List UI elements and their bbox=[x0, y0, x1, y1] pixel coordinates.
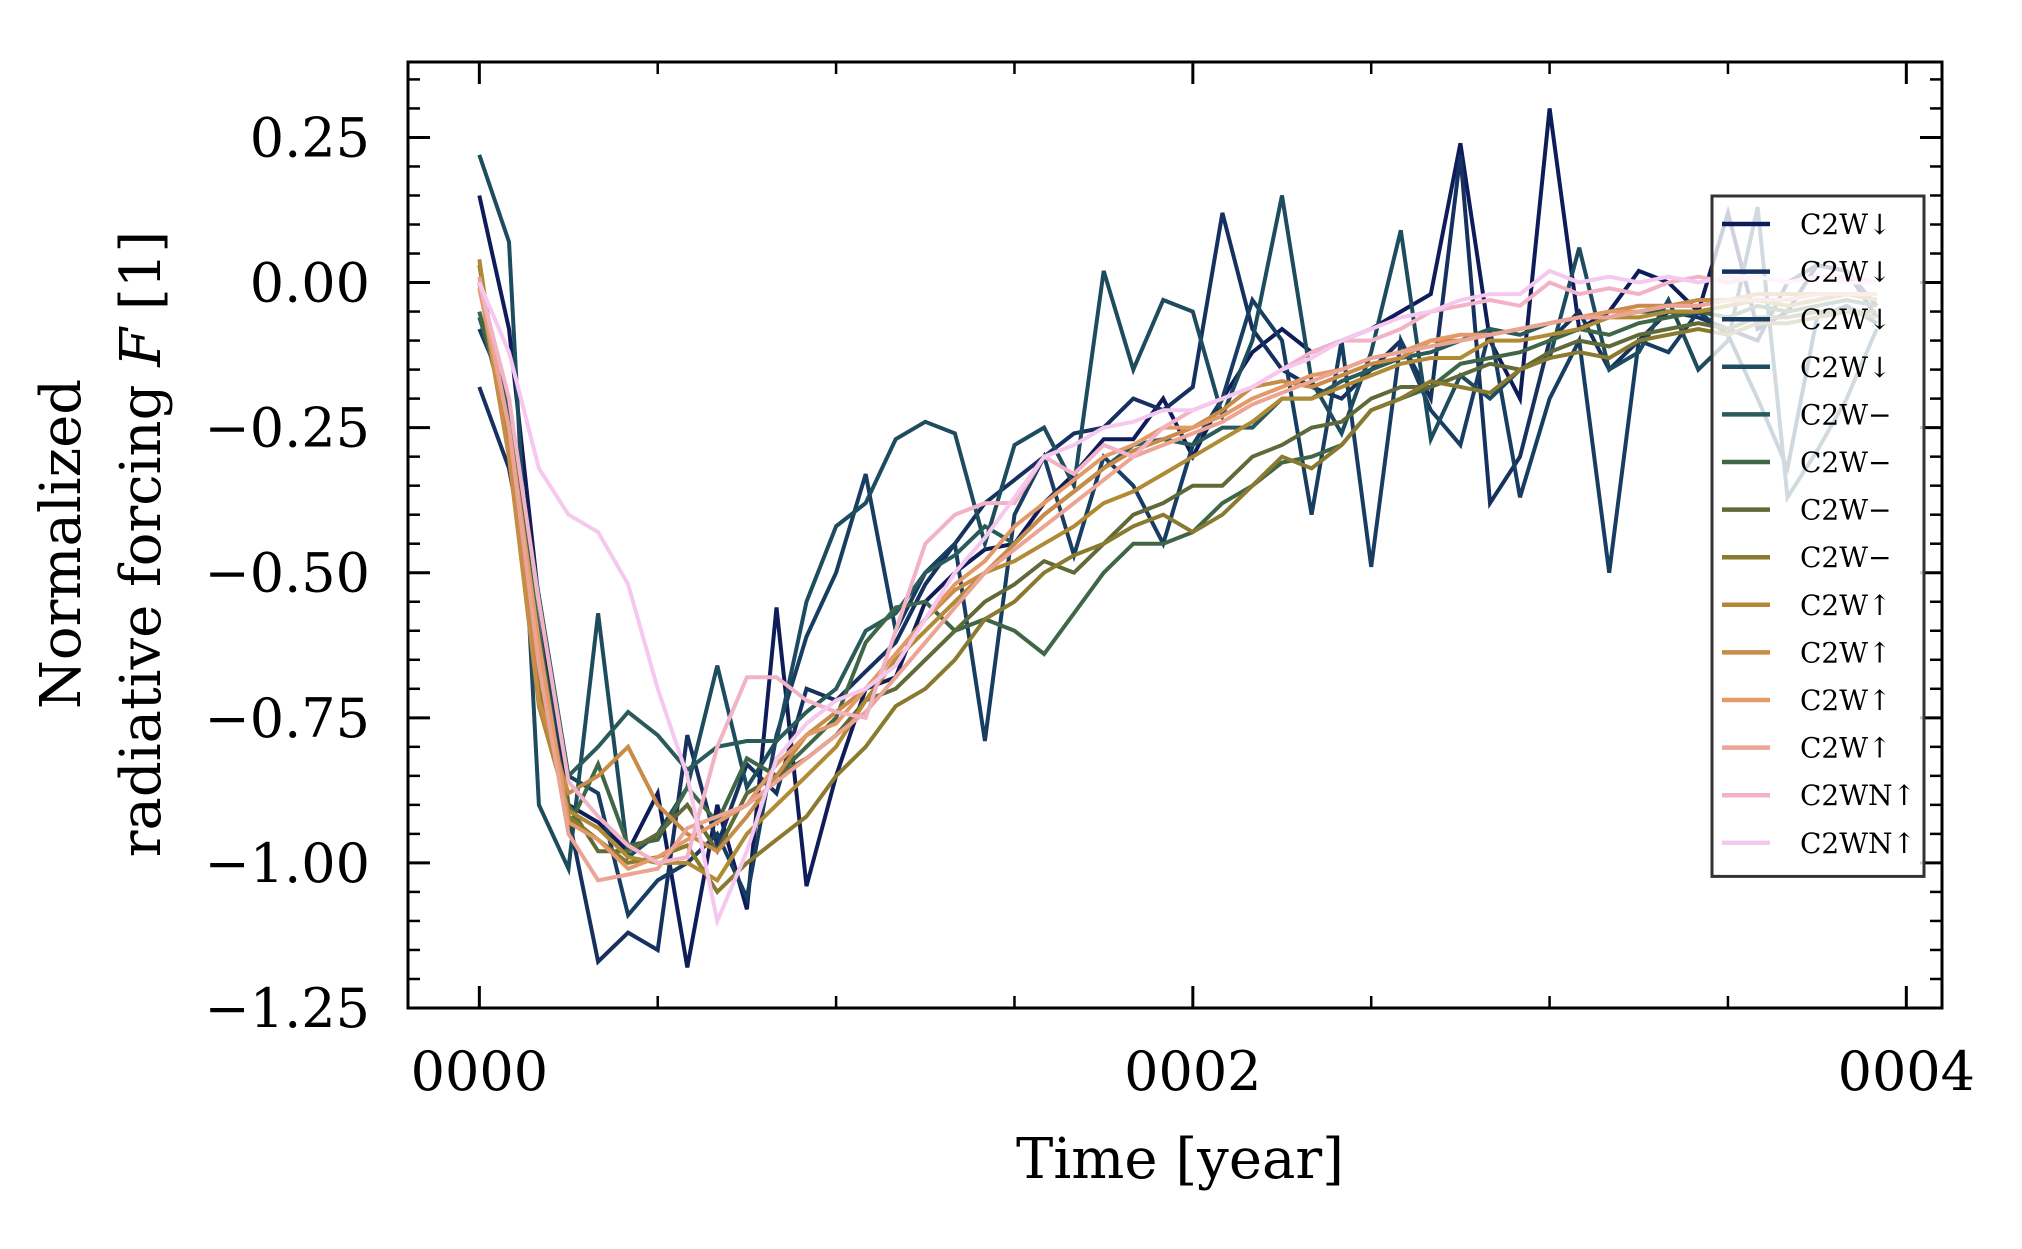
y-tick-label: −0.75 bbox=[205, 687, 370, 750]
series-line bbox=[477, 276, 1877, 883]
plot-frame bbox=[406, 60, 1944, 1010]
y-tick-label: −1.00 bbox=[205, 832, 370, 895]
y-tick-label: −0.25 bbox=[205, 397, 370, 460]
x-tick-label: 0004 bbox=[1838, 1040, 1975, 1103]
series-line bbox=[477, 154, 1879, 876]
legend-label: C2W↑ bbox=[1800, 589, 1891, 622]
series-line bbox=[477, 268, 1877, 928]
series-line bbox=[477, 264, 1878, 896]
legend-label: C2W↓ bbox=[1800, 208, 1891, 241]
y-axis-label-unit: [1] bbox=[109, 231, 174, 328]
x-tick-label: 0000 bbox=[411, 1040, 548, 1103]
y-axis-label-line1: Normalized bbox=[29, 379, 94, 709]
y-axis-label-symbol: F bbox=[109, 326, 174, 368]
series-line bbox=[477, 297, 1878, 848]
series-line bbox=[477, 292, 1878, 781]
legend-label: C2W↑ bbox=[1800, 684, 1891, 717]
legend-label: C2WN↑ bbox=[1800, 827, 1916, 860]
series-line bbox=[477, 295, 1878, 920]
series-line bbox=[477, 274, 1878, 866]
legend-label: C2W↑ bbox=[1800, 732, 1891, 765]
series-line bbox=[477, 282, 1877, 856]
x-tick-label: 0002 bbox=[1124, 1040, 1261, 1103]
legend-label: C2W↓ bbox=[1800, 351, 1891, 384]
y-tick-label: −0.50 bbox=[205, 542, 370, 605]
series-line bbox=[477, 259, 1878, 883]
legend-label: C2W− bbox=[1800, 494, 1891, 527]
series-line bbox=[477, 282, 1877, 854]
y-tick-label: 0.00 bbox=[250, 252, 370, 315]
y-tick-label: 0.25 bbox=[250, 106, 370, 169]
legend-label: C2W− bbox=[1800, 398, 1891, 431]
x-axis-label: Time [year] bbox=[1016, 1127, 1344, 1192]
legend-label: C2W↓ bbox=[1800, 256, 1891, 289]
legend-label: C2WN↑ bbox=[1800, 779, 1916, 812]
y-axis-label-text: radiative forcing bbox=[109, 367, 174, 858]
legend-label: C2W↑ bbox=[1800, 636, 1891, 669]
legend-label: C2W− bbox=[1800, 541, 1891, 574]
legend-box bbox=[1710, 194, 1926, 878]
y-axis-label-line2: radiative forcing F [1] bbox=[109, 231, 174, 857]
ticks-layer: 0000 0002 0004 0.25 0.00 −0.25 −0.50 −0.75 −1.00… bbox=[205, 62, 1975, 1103]
legend-label: C2W− bbox=[1800, 446, 1891, 479]
y-tick-label: −1.25 bbox=[205, 977, 370, 1040]
series-layer bbox=[477, 108, 1879, 968]
legend: C2W↓ C2W↓ C2W↓ C2W↓ C2W− C2W− C2W− C2W− C2W↑ C2W↑… bbox=[1710, 194, 1926, 878]
legend-label: C2W↓ bbox=[1800, 303, 1891, 336]
